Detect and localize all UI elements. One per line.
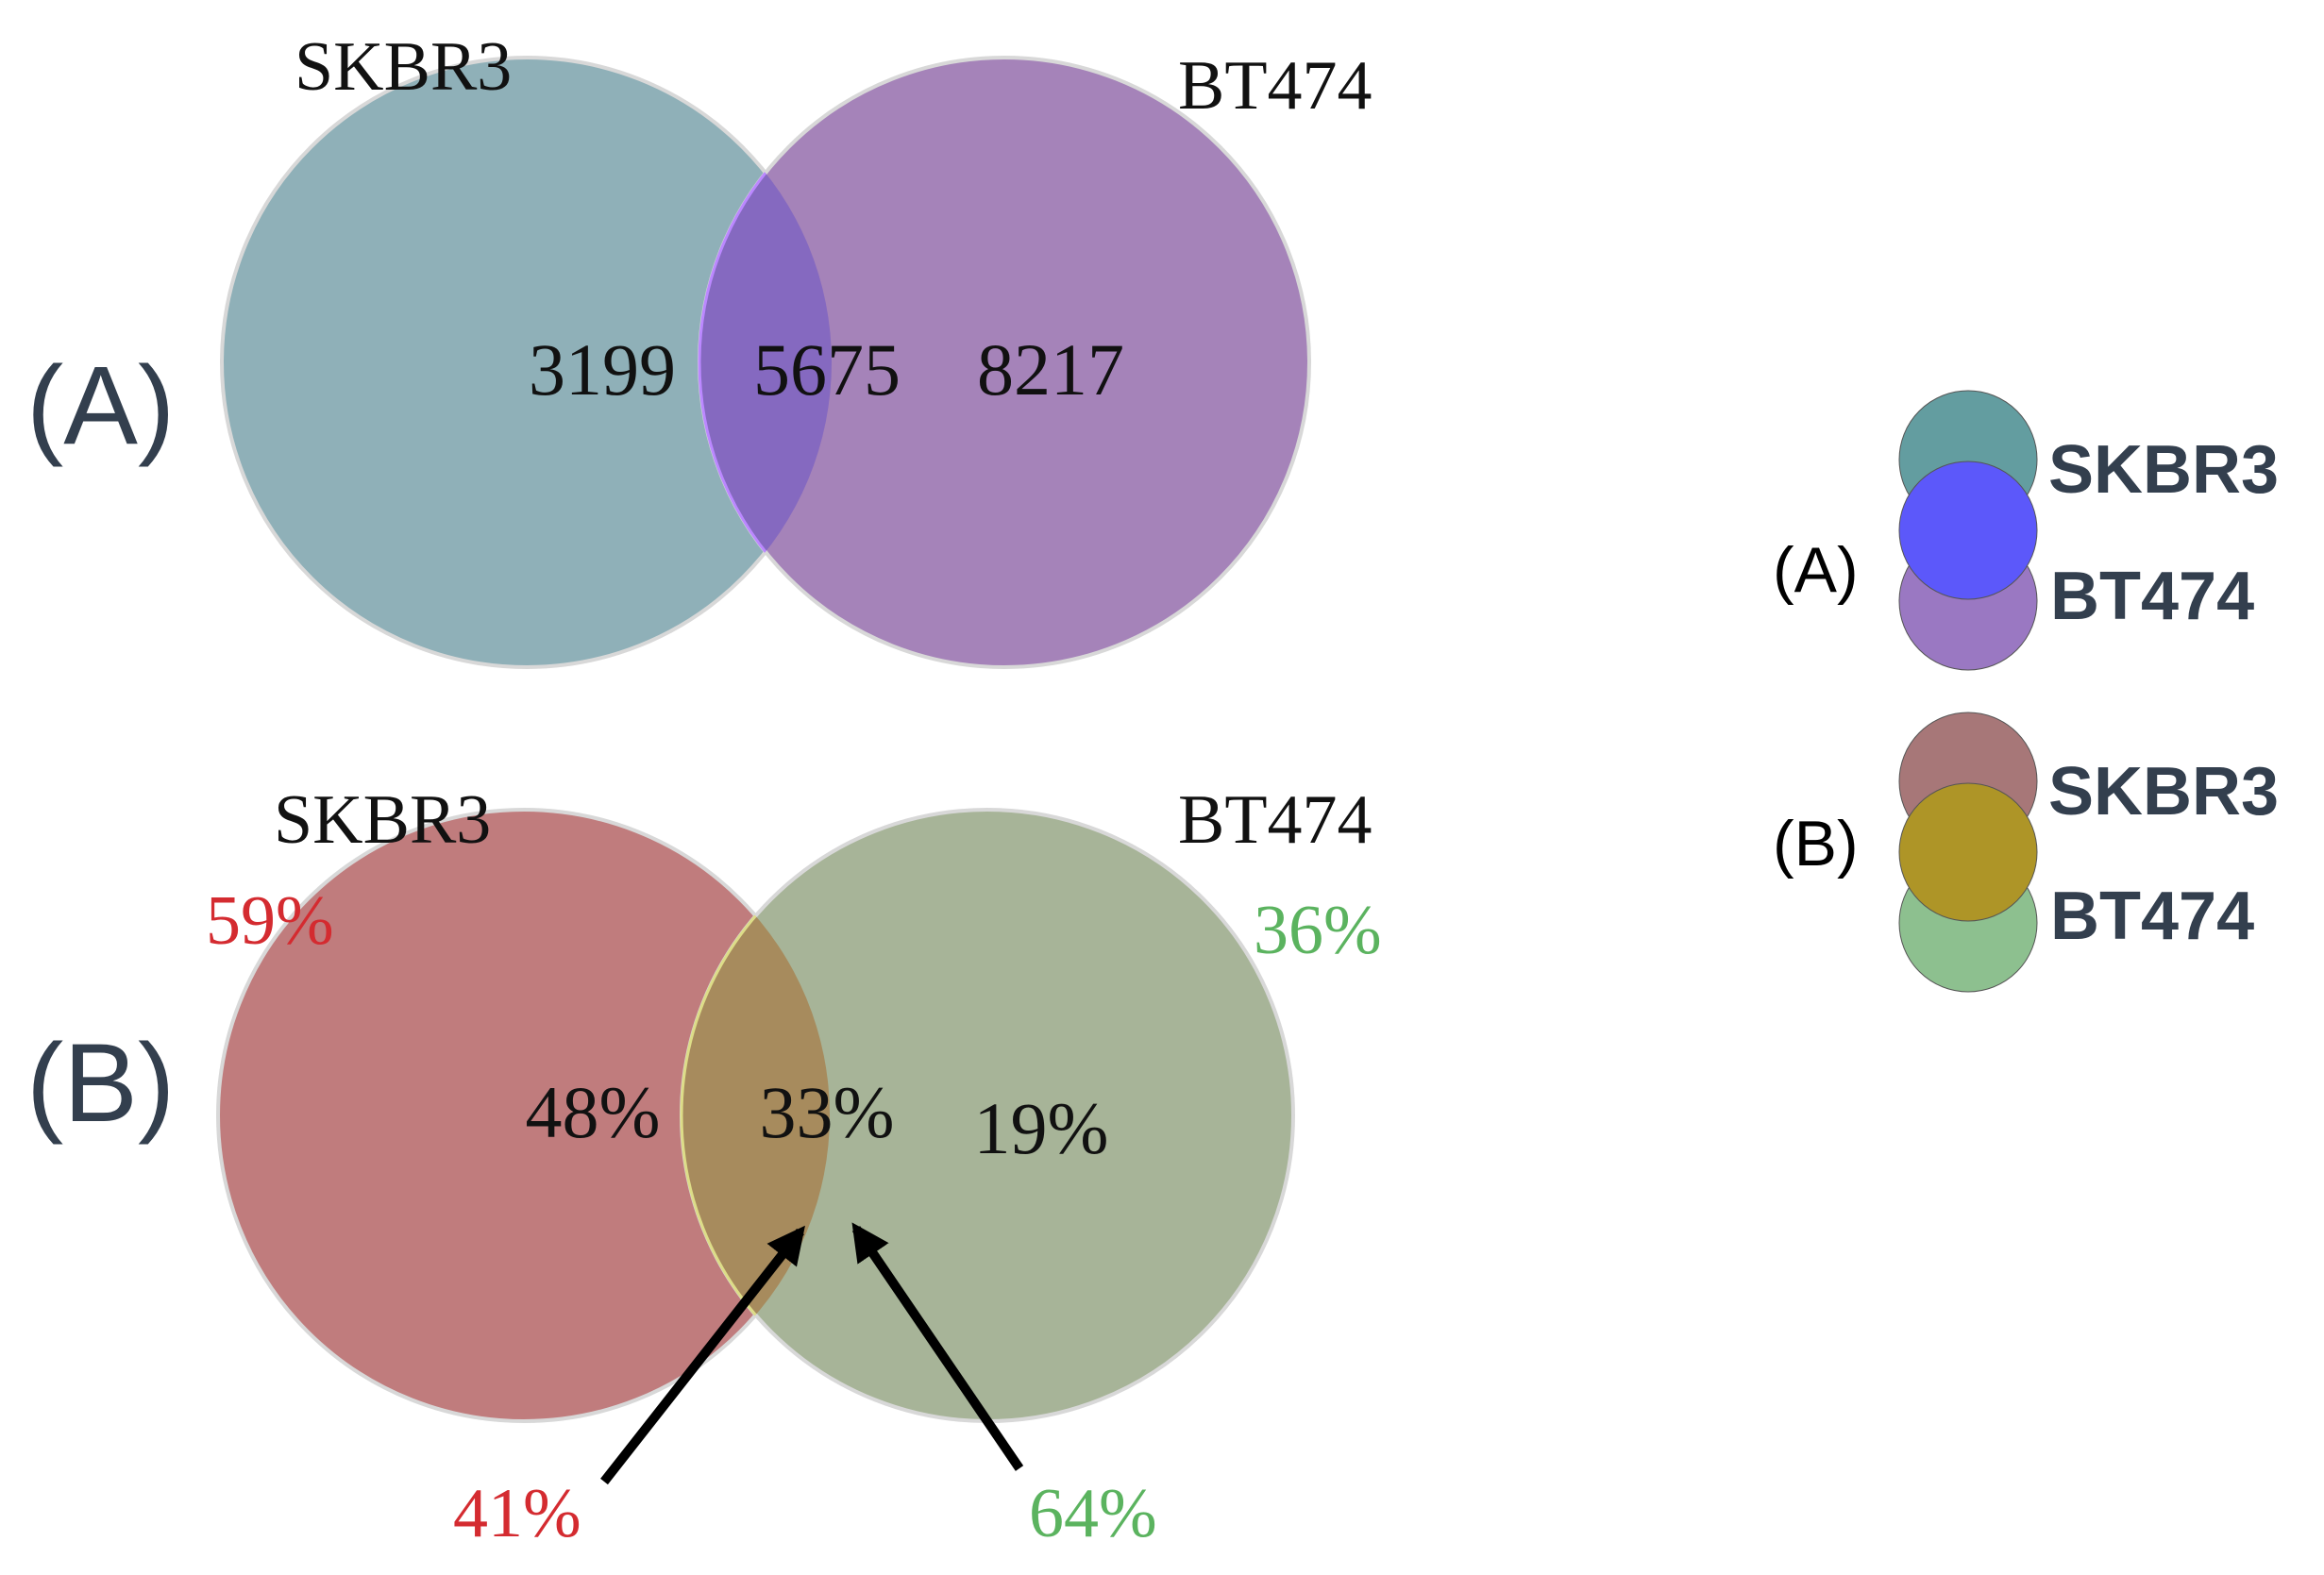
legend-b-bt474-label: BT474	[2050, 879, 2254, 954]
legend-a-label: (A)	[1773, 534, 1859, 606]
venn-b-left-only-value: 48%	[526, 1071, 661, 1153]
venn-a-left-set-label: SKBR3	[295, 28, 512, 106]
legend-a: (A) SKBR3 BT474	[1773, 390, 2279, 671]
arrow-left	[600, 1225, 805, 1485]
venn-b-overlap-value: 33%	[760, 1071, 895, 1153]
venn-a-overlap-value: 5675	[753, 328, 901, 411]
arrow-right	[851, 1222, 1024, 1471]
venn-a-overlap	[698, 58, 832, 667]
legend-b-overlap-swatch	[1898, 782, 2038, 922]
panel-b-label: (B)	[26, 1021, 175, 1146]
venn-b-left-set-label: SKBR3	[274, 781, 491, 859]
venn-a-left-only-value: 3199	[529, 328, 676, 411]
panel-a-label: (A)	[26, 343, 175, 468]
venn-b-right-only-value: 19%	[974, 1087, 1109, 1169]
venn-b-left-total: 59%	[206, 882, 334, 960]
arrow-left-value: 41%	[453, 1475, 581, 1552]
legend-b-skbr3-label: SKBR3	[2048, 754, 2279, 829]
legend-b-label: (B)	[1773, 808, 1859, 880]
venn-b-overlap	[680, 810, 830, 1421]
legend-a-skbr3-label: SKBR3	[2048, 432, 2279, 508]
legend-a-bt474-label: BT474	[2050, 559, 2254, 634]
venn-a-right-only-value: 8217	[977, 328, 1124, 411]
legend: (A) SKBR3 BT474 (B) SKBR3 BT474	[1773, 390, 2279, 993]
panel-b: SKBR3 BT474 59% 36% 48% 33% 19% 41% 64% …	[26, 781, 1382, 1552]
legend-a-overlap-swatch	[1898, 461, 2038, 600]
venn-a-right-set-label: BT474	[1178, 47, 1373, 125]
venn-b-right-total: 36%	[1254, 892, 1382, 969]
arrow-right-value: 64%	[1029, 1475, 1157, 1552]
panel-a: SKBR3 BT474 3199 5675 8217 (A)	[26, 28, 1373, 669]
venn-b-right-set-label: BT474	[1178, 781, 1373, 859]
legend-b: (B) SKBR3 BT474	[1773, 712, 2279, 993]
